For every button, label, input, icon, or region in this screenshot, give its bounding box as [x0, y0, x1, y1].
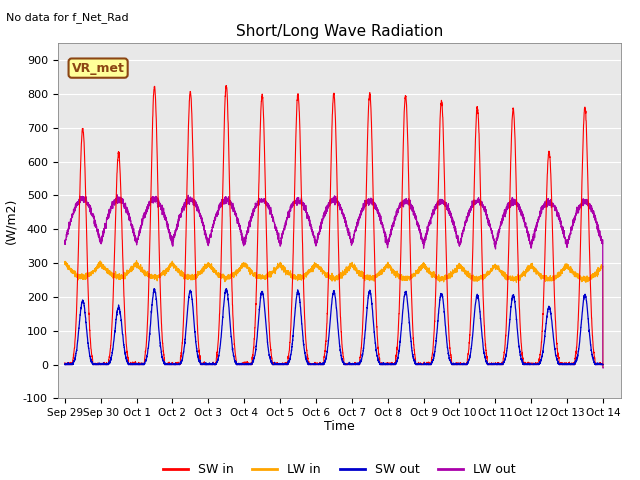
Legend: SW in, LW in, SW out, LW out: SW in, LW in, SW out, LW out	[157, 458, 521, 480]
Y-axis label: (W/m2): (W/m2)	[4, 198, 17, 244]
Title: Short/Long Wave Radiation: Short/Long Wave Radiation	[236, 24, 443, 39]
X-axis label: Time: Time	[324, 420, 355, 432]
Text: VR_met: VR_met	[72, 61, 125, 74]
Text: No data for f_Net_Rad: No data for f_Net_Rad	[6, 12, 129, 23]
